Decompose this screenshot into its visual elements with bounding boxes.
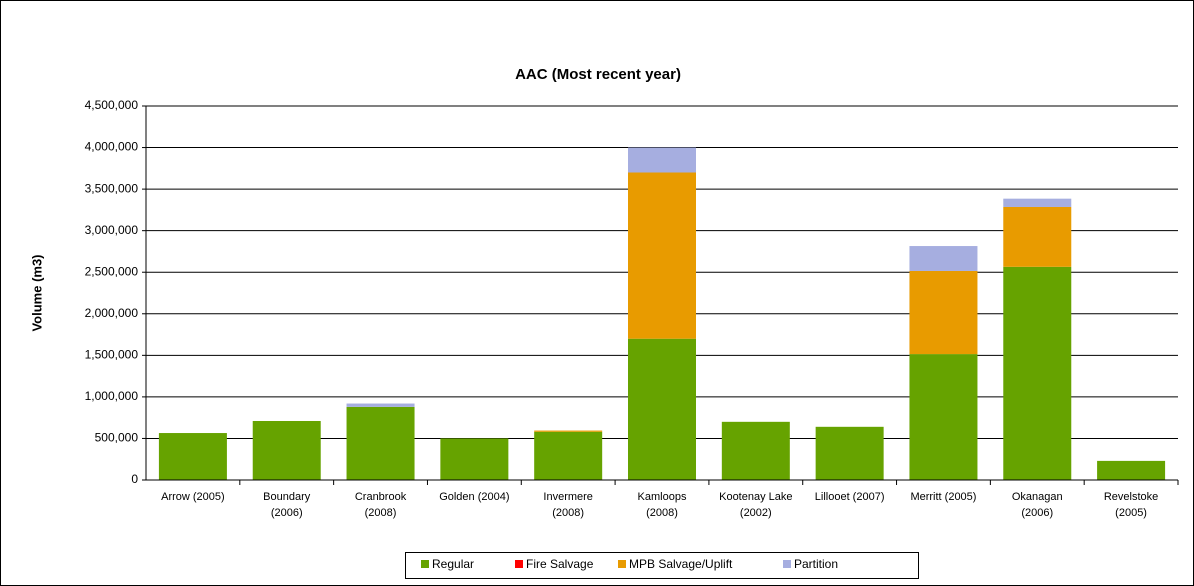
bar-segment	[909, 246, 978, 271]
bar-segment	[346, 403, 415, 407]
x-tick-label: Kootenay Lake (2002)	[719, 491, 793, 519]
bar-segment	[1003, 266, 1072, 480]
chart-title: AAC (Most recent year)	[515, 66, 681, 83]
legend-swatch	[515, 560, 523, 568]
bar-segment	[628, 147, 696, 173]
y-tick-label: 1,500,000	[85, 348, 139, 362]
x-tick-label: Okanagan (2006)	[1011, 491, 1063, 519]
y-tick-label: 4,500,000	[85, 98, 139, 112]
y-tick-label: 2,500,000	[85, 264, 139, 278]
x-tick-label: Kamloops (2008)	[637, 491, 687, 519]
x-tick-label: Cranbrook (2008)	[354, 491, 407, 519]
legend-label: Fire Salvage	[526, 557, 594, 571]
legend-swatch	[783, 560, 791, 568]
x-tick-label: Boundary (2006)	[263, 491, 311, 519]
y-tick-label: 0	[131, 472, 138, 486]
x-tick-label: Invermere (2008)	[543, 491, 593, 519]
bar-segment	[721, 421, 790, 480]
bar-segment	[252, 420, 321, 480]
bar-segment	[1003, 206, 1072, 267]
x-tick-label: Revelstoke (2005)	[1103, 491, 1159, 519]
x-tick-label: Arrow (2005)	[161, 491, 225, 503]
y-axis-label: Volume (m3)	[29, 254, 44, 331]
bar-segment	[534, 430, 603, 432]
bar-segment	[534, 431, 603, 480]
bar-segment	[909, 270, 978, 355]
legend-label: Regular	[432, 557, 474, 571]
legend-label: Partition	[794, 557, 838, 571]
x-tick-label: Golden (2004)	[439, 491, 510, 503]
bar-segment	[1097, 460, 1166, 480]
bar-segment	[815, 426, 884, 480]
legend-swatch	[618, 560, 626, 568]
x-tick-label: Lillooet (2007)	[814, 491, 885, 503]
y-tick-label: 3,000,000	[85, 223, 139, 237]
bar-segment	[909, 354, 978, 480]
bar-segment	[1003, 198, 1072, 207]
legend-box	[405, 552, 919, 579]
y-tick-label: 1,000,000	[85, 389, 139, 403]
legend-label: MPB Salvage/Uplift	[629, 557, 733, 571]
y-tick-label: 3,500,000	[85, 181, 139, 195]
x-tick-label: Merritt (2005)	[910, 491, 977, 503]
bar-segment	[628, 338, 696, 480]
bar-segment	[440, 438, 509, 480]
y-tick-label: 2,000,000	[85, 306, 139, 320]
bar-segment	[158, 433, 227, 480]
bar-segment	[628, 172, 696, 339]
legend-swatch	[421, 560, 429, 568]
y-tick-label: 4,000,000	[85, 140, 139, 154]
bar-segment	[346, 406, 415, 480]
y-tick-label: 500,000	[95, 431, 139, 445]
